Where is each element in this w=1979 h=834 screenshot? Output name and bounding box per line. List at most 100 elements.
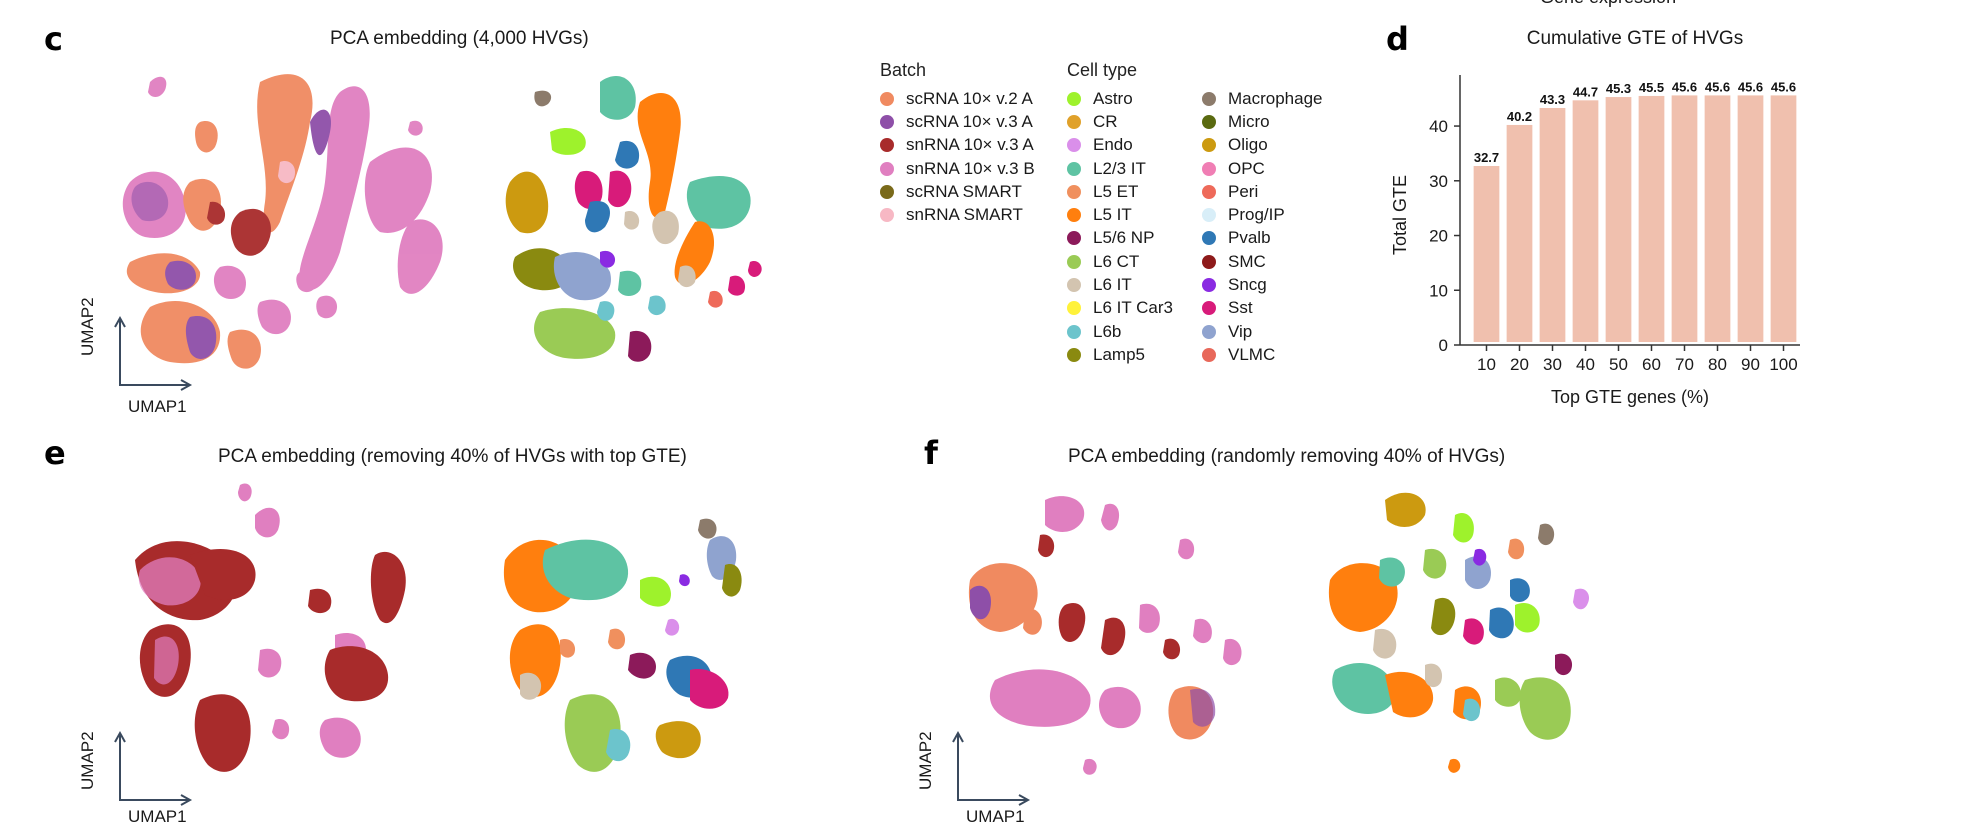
y-tick-label: 0 [1439, 336, 1448, 355]
legend-item: L5 IT [1067, 203, 1202, 226]
umap-axes-f [952, 730, 1031, 806]
panel-letter-c: c [44, 20, 63, 58]
chart-title: Cumulative GTE of HVGs [1527, 28, 1743, 49]
bar [1638, 95, 1665, 343]
legend-label: L2/3 IT [1093, 158, 1146, 178]
legend-label: L5/6 NP [1093, 228, 1155, 248]
legend-item: CR [1067, 110, 1202, 133]
x-tick-label: 30 [1543, 355, 1562, 374]
legend-batch: Batch scRNA 10× v.2 A scRNA 10× v.3 A snRN… [880, 60, 1035, 227]
legend-item: Lamp5 [1067, 343, 1202, 366]
legend-swatch [1067, 138, 1081, 153]
legend-label: L6 IT Car3 [1093, 298, 1174, 318]
legend-celltype: Cell type Astro CR Endo L2/3 IT L5 ET L5 IT L5… [1067, 60, 1323, 367]
legend-swatch [880, 184, 894, 199]
legend-swatch [1202, 138, 1216, 153]
legend-label: L6b [1093, 321, 1122, 341]
legend-swatch [1067, 91, 1081, 106]
legend-swatch [880, 138, 894, 153]
x-tick-label: 60 [1642, 355, 1661, 374]
legend-item: Vip [1202, 320, 1323, 343]
panel-letter-e: e [44, 434, 66, 472]
legend-celltype-title: Cell type [1067, 60, 1138, 80]
legend-swatch [880, 114, 894, 129]
umap-x-label-c: UMAP1 [128, 397, 187, 416]
legend-label: Peri [1228, 181, 1259, 201]
legend-label: Oligo [1228, 135, 1268, 155]
y-tick-label: 20 [1429, 227, 1448, 246]
legend-label: SMC [1228, 251, 1266, 271]
legend-label: CR [1093, 111, 1118, 131]
legend-item: Peri [1202, 180, 1323, 203]
bar [1539, 107, 1566, 342]
umap-axes-c [114, 315, 193, 391]
legend-label: VLMC [1228, 344, 1276, 364]
legend-item: scRNA SMART [880, 180, 1035, 203]
umap-plot-f-celltype [1328, 492, 1590, 773]
legend-swatch [1202, 231, 1216, 246]
x-tick-label: 90 [1741, 355, 1760, 374]
legend-swatch [880, 161, 894, 176]
legend-item: L5/6 NP [1067, 227, 1202, 250]
legend-item: Pvalb [1202, 227, 1323, 250]
x-tick-label: 10 [1477, 355, 1496, 374]
legend-swatch [1067, 184, 1081, 199]
umap-axes-e [114, 730, 193, 806]
bar [1704, 95, 1731, 343]
y-axis-label: Total GTE [1390, 175, 1410, 255]
bar-value-label: 44.7 [1573, 84, 1598, 99]
legend-label: Endo [1093, 135, 1133, 155]
bar-value-label: 45.6 [1705, 79, 1730, 94]
legend-item: scRNA 10× v.2 A [880, 87, 1035, 110]
legend-label: L5 ET [1093, 181, 1139, 201]
legend-swatch [1202, 347, 1216, 362]
top-partial-text: Gene expression [1540, 0, 1676, 8]
bar-value-label: 43.3 [1540, 92, 1565, 107]
legend-label: Sncg [1228, 275, 1267, 295]
umap-plot-c-batch [122, 74, 443, 369]
legend-label: Pvalb [1228, 228, 1271, 248]
legend-item: Prog/IP [1202, 203, 1323, 226]
bar [1770, 95, 1797, 343]
legend-label: L6 CT [1093, 251, 1140, 271]
legend-item: L6 CT [1067, 250, 1202, 273]
x-axis-label: Top GTE genes (%) [1551, 387, 1709, 407]
bar [1473, 166, 1500, 342]
legend-batch-title: Batch [880, 60, 927, 80]
legend-label: snRNA 10× v.3 B [906, 158, 1035, 178]
legend-item: Sncg [1202, 273, 1323, 296]
legend-item: OPC [1202, 157, 1323, 180]
legend-swatch [1067, 301, 1081, 316]
bar-value-label: 45.6 [1771, 79, 1796, 94]
x-tick-label: 100 [1769, 355, 1797, 374]
legend-item: Sst [1202, 297, 1323, 320]
bar-value-label: 45.5 [1639, 80, 1664, 95]
legend-swatch [1202, 91, 1216, 106]
legend-swatch [880, 208, 894, 223]
legend-label: scRNA SMART [906, 181, 1022, 201]
legend-swatch [1202, 184, 1216, 199]
panel-f-title: PCA embedding (randomly removing 40% of … [1068, 446, 1506, 467]
y-tick-label: 40 [1429, 117, 1448, 136]
panel-e-title: PCA embedding (removing 40% of HVGs with… [218, 446, 687, 467]
legend-swatch [1067, 254, 1081, 269]
legend-swatch [1067, 208, 1081, 223]
legend-swatch [1202, 114, 1216, 129]
legend-item: L5 ET [1067, 180, 1202, 203]
umap-plot-e-celltype [503, 518, 742, 772]
umap-plot-f-batch [968, 496, 1242, 775]
legend-swatch [1067, 114, 1081, 129]
panel-c-title: PCA embedding (4,000 HVGs) [330, 28, 589, 49]
legend-item: Micro [1202, 110, 1323, 133]
umap-x-label-e: UMAP1 [128, 807, 187, 826]
bar [1671, 95, 1698, 343]
legend-label: L5 IT [1093, 205, 1132, 225]
legend-item: snRNA 10× v.3 B [880, 157, 1035, 180]
bar [1506, 124, 1533, 343]
bar [1605, 97, 1632, 342]
legend-item: snRNA 10× v.3 A [880, 134, 1035, 157]
legend-item: L6 IT [1067, 273, 1202, 296]
x-tick-label: 80 [1708, 355, 1727, 374]
legend-item: VLMC [1202, 343, 1323, 366]
legend-label: scRNA 10× v.2 A [906, 88, 1033, 108]
